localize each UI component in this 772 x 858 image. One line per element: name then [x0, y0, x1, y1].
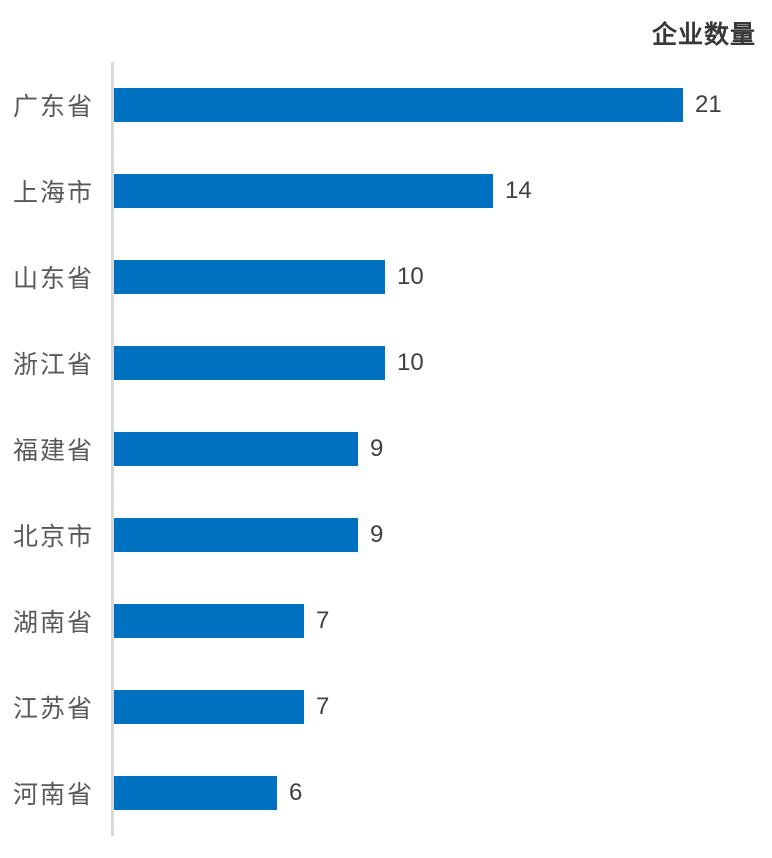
chart-row: 江苏省 7 — [0, 664, 772, 750]
chart-row: 河南省 6 — [0, 750, 772, 836]
value-label: 14 — [505, 177, 532, 204]
bar-chart: 广东省 21 上海市 14 山东省 10 浙江省 10 福建省 9 北京市 9 湖南省 7 江苏省 7 河南省 6 — [0, 62, 772, 836]
bar — [114, 260, 385, 294]
value-label: 9 — [370, 435, 384, 462]
bar — [114, 776, 277, 810]
bar — [114, 432, 358, 466]
bar — [114, 518, 358, 552]
chart-row: 浙江省 10 — [0, 320, 772, 406]
bar — [114, 346, 385, 380]
chart-row: 广东省 21 — [0, 62, 772, 148]
chart-row: 上海市 14 — [0, 148, 772, 234]
bar — [114, 604, 304, 638]
value-label: 10 — [397, 263, 424, 290]
chart-row: 山东省 10 — [0, 234, 772, 320]
value-label: 9 — [370, 521, 384, 548]
value-label: 10 — [397, 349, 424, 376]
bar — [114, 88, 683, 122]
value-label: 7 — [316, 607, 330, 634]
category-label: 上海市 — [13, 180, 95, 207]
value-label: 21 — [695, 91, 722, 118]
value-label: 7 — [316, 693, 330, 720]
category-label: 山东省 — [13, 266, 95, 293]
category-label: 河南省 — [13, 782, 95, 809]
value-label: 6 — [289, 779, 303, 806]
category-label: 浙江省 — [13, 352, 95, 379]
bar — [114, 174, 493, 208]
y-axis-line — [111, 62, 114, 836]
category-label: 湖南省 — [13, 610, 95, 637]
chart-row: 福建省 9 — [0, 406, 772, 492]
category-label: 广东省 — [13, 94, 95, 121]
bar — [114, 690, 304, 724]
category-label: 江苏省 — [13, 696, 95, 723]
chart-title: 企业数量 — [651, 21, 756, 49]
category-label: 北京市 — [13, 524, 95, 551]
category-label: 福建省 — [13, 438, 95, 465]
chart-row: 湖南省 7 — [0, 578, 772, 664]
chart-row: 北京市 9 — [0, 492, 772, 578]
